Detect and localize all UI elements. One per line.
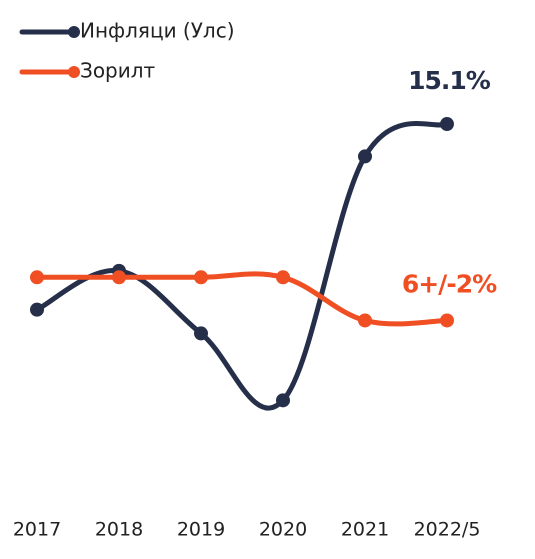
point (440, 313, 454, 328)
x-tick-label: 2022/5 (414, 519, 481, 541)
point (276, 270, 290, 285)
legend-marker (68, 66, 80, 78)
legend-label: Зорилт (80, 59, 156, 83)
x-tick-label: 2017 (13, 519, 61, 541)
x-tick-label: 2020 (259, 519, 307, 541)
series-line (34, 121, 450, 411)
x-tick-label: 2021 (341, 519, 389, 541)
point (194, 326, 208, 341)
legend-label: Инфляци (Улс) (80, 19, 235, 43)
point (30, 270, 44, 285)
point (194, 270, 208, 285)
data-label: 6+/-2% (402, 269, 497, 298)
x-tick-label: 2019 (177, 519, 225, 541)
data-label: 15.1% (408, 66, 491, 95)
point (30, 302, 44, 317)
point (276, 393, 290, 408)
legend-marker (68, 26, 80, 38)
point (358, 313, 372, 328)
x-tick-label: 2018 (95, 519, 143, 541)
series-line (34, 271, 450, 327)
point (112, 270, 126, 285)
point (358, 149, 372, 164)
point (440, 117, 454, 132)
